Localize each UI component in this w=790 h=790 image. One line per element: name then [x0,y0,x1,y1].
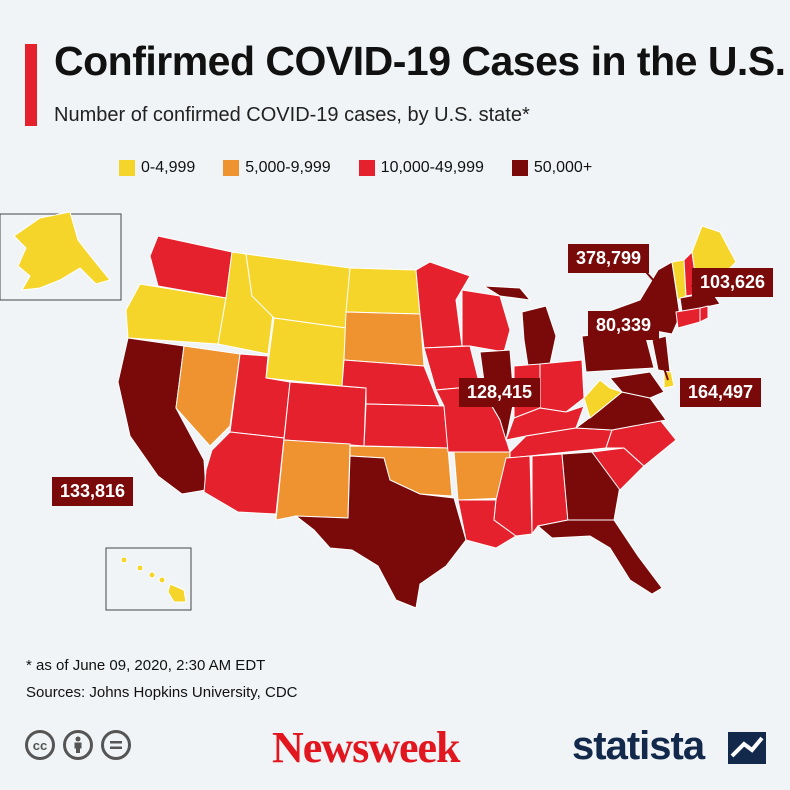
callout-pennsylvania: 80,339 [588,311,660,340]
us-state-map [0,211,737,611]
state-florida [536,519,663,595]
legend-item-low: 0-4,999 [119,159,195,177]
callout-illinois: 128,415 [459,378,541,407]
state-mississippi [493,455,533,537]
state-arizona [203,431,285,515]
state-hawaii [120,556,187,603]
callout-new-jersey: 164,497 [680,378,762,407]
state-maryland [609,371,665,399]
callout-line-new-york [645,271,663,291]
state-ohio [539,359,585,413]
statista-mark-icon [728,732,766,764]
legend-label-high: 10,000-49,999 [380,159,484,176]
state-kansas [363,403,449,449]
legend-label-mid: 5,000-9,999 [245,159,331,176]
state-connecticut [675,307,701,329]
state-north-dakota [345,267,421,315]
legend-swatch-mid [223,160,240,176]
page-subtitle: Number of confirmed COVID-19 cases, by U… [54,104,530,126]
state-new-mexico [275,439,351,521]
footnote: * as of June 09, 2020, 2:30 AM EDT [26,657,266,674]
state-minnesota [415,261,471,349]
legend-item-mid: 5,000-9,999 [223,159,331,177]
legend-label-low: 0-4,999 [141,159,196,176]
legend-item-top: 50,000+ [511,159,593,177]
page-title: Confirmed COVID-19 Cases in the U.S. [54,38,786,84]
statista-logo[interactable]: statista [572,724,705,768]
cc-icon[interactable]: cc [25,730,55,760]
state-oregon [125,283,227,345]
sources: Sources: Johns Hopkins University, CDC [26,684,298,701]
legend-item-high: 10,000-49,999 [358,159,484,177]
state-new-jersey [651,335,671,373]
state-wisconsin [461,289,511,353]
callout-line-new-jersey [661,361,669,381]
title-accent-bar [25,44,37,126]
callout-california: 133,816 [52,477,134,506]
legend-label-top: 50,000+ [533,159,593,176]
legend: 0-4,999 5,000-9,999 10,000-49,999 50,000… [119,159,592,177]
state-alaska [13,211,111,291]
state-south-dakota [343,311,425,367]
legend-swatch-high [358,160,375,176]
state-rhode-island [699,305,709,323]
state-nevada [175,345,241,447]
callout-massachusetts: 103,626 [692,268,774,297]
newsweek-logo[interactable]: Newsweek [272,723,461,772]
state-colorado [283,381,367,447]
license-icons: cc [25,730,131,760]
callout-new-york: 378,799 [568,244,650,273]
legend-swatch-top [511,160,528,176]
state-texas [294,455,467,609]
legend-swatch-low [119,160,135,176]
no-derivatives-icon[interactable] [101,730,131,760]
state-wyoming [265,317,347,387]
attribution-icon[interactable] [63,730,93,760]
